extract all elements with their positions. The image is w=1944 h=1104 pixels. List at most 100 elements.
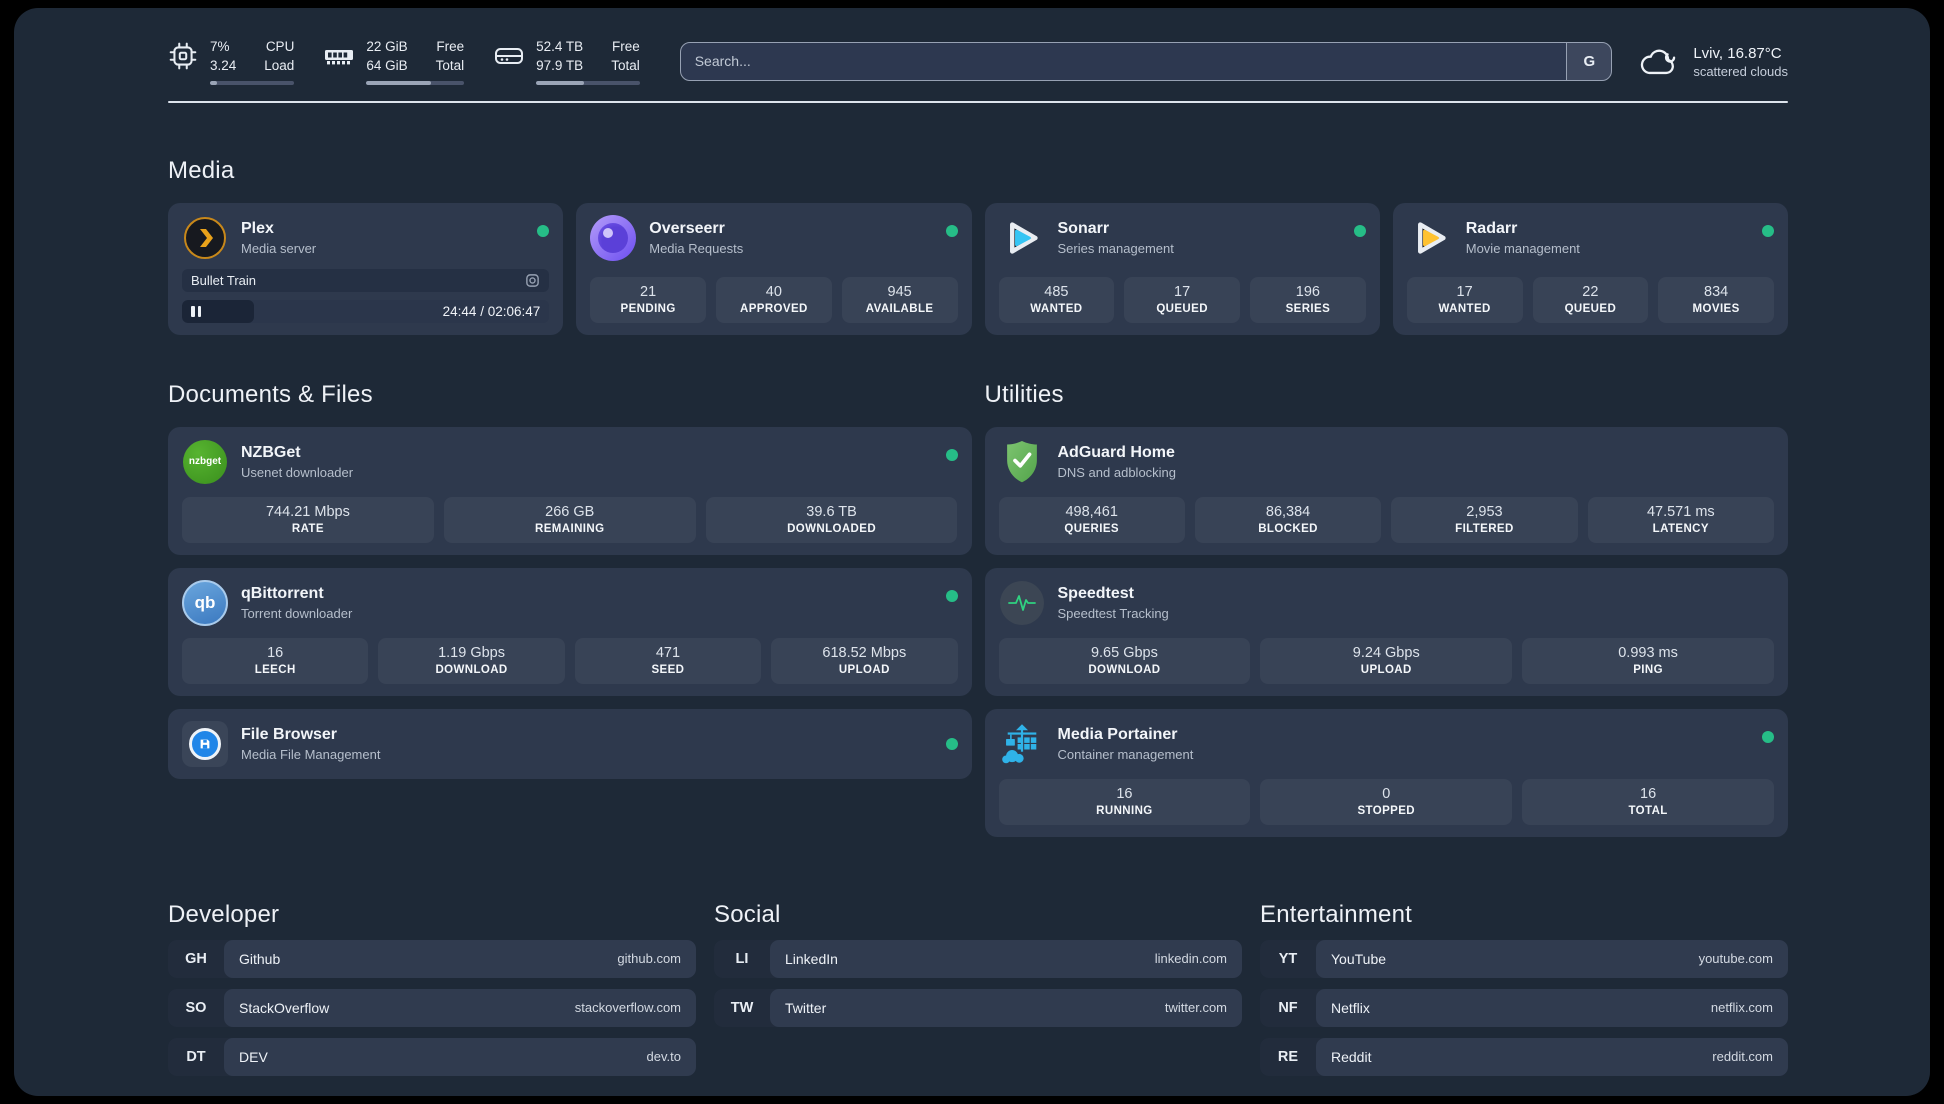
stat-wanted: 17 WANTED <box>1406 276 1523 323</box>
section-entertainment: Entertainment YT YouTube youtube.com NF … <box>1260 901 1788 1076</box>
app-card-file-browser[interactable]: File Browser Media File Management <box>168 708 972 779</box>
link-row-stackoverflow[interactable]: SO StackOverflow stackoverflow.com <box>168 988 696 1027</box>
stat-queued: 22 QUEUED <box>1532 276 1649 323</box>
app-card-nzbget[interactable]: nzbget NZBGet Usenet downloader 744.21 M… <box>168 426 972 555</box>
link-initials: TW <box>730 999 754 1016</box>
app-card-overseerr[interactable]: Overseerr Media Requests 21 PENDING 40 APP… <box>576 202 972 335</box>
link-row-youtube[interactable]: YT YouTube youtube.com <box>1260 939 1788 978</box>
app-card-radarr[interactable]: Radarr Movie management 17 WANTED 22 QUEUE… <box>1392 202 1788 335</box>
status-indicator-online <box>1762 730 1774 743</box>
link-row-linkedin[interactable]: LI LinkedIn linkedin.com <box>714 939 1242 978</box>
stat-downloaded: 39.6 TB DOWNLOADED <box>705 496 958 543</box>
app-name: Sonarr <box>1057 220 1110 238</box>
pause-icon[interactable] <box>191 305 201 317</box>
nzbget-icon: nzbget <box>182 439 228 485</box>
section-developer: Developer GH Github github.com SO StackO… <box>168 901 696 1076</box>
link-row-twitter[interactable]: TW Twitter twitter.com <box>714 988 1242 1027</box>
link-name: Reddit <box>1331 1048 1372 1065</box>
memory-progress-fill <box>366 80 431 85</box>
link-row-dev[interactable]: DT DEV dev.to <box>168 1037 696 1076</box>
app-card-speedtest[interactable]: Speedtest Speedtest Tracking 9.65 Gbps DO… <box>984 567 1788 696</box>
storage-stat-widget: 52.4 TB 97.9 TB Free Total <box>494 38 640 85</box>
link-url: github.com <box>617 951 681 967</box>
app-description: Movie management <box>1465 241 1580 257</box>
app-description: Container management <box>1057 747 1194 763</box>
storage-icon <box>495 48 524 64</box>
stat-download: 1.19 Gbps DOWNLOAD <box>378 637 565 684</box>
storage-free-value: 52.4 TB <box>536 39 584 54</box>
cpu-progress-bar <box>210 80 295 85</box>
section-utilities: Utilities AdGuard Home DNS and adblockin… <box>984 381 1788 837</box>
stat-latency: 47.571 ms LATENCY <box>1587 496 1774 543</box>
header-divider <box>168 100 1788 103</box>
memory-icon <box>325 50 354 65</box>
memory-total-label: Total <box>435 57 465 73</box>
stat-rate: 744.21 Mbps RATE <box>182 496 434 543</box>
link-row-github[interactable]: GH Github github.com <box>168 939 696 978</box>
search-bar: G <box>679 41 1613 81</box>
stat-available: 945 AVAILABLE <box>841 276 958 323</box>
stat-blocked: 86,384 BLOCKED <box>1194 496 1382 543</box>
stat-movies: 834 MOVIES <box>1658 276 1774 323</box>
adguard-icon <box>999 439 1045 485</box>
link-url: linkedin.com <box>1154 951 1227 967</box>
link-url: stackoverflow.com <box>574 1000 681 1016</box>
app-name: Radarr <box>1465 220 1518 238</box>
cloud-icon <box>1641 49 1676 74</box>
link-url: netflix.com <box>1710 1000 1773 1016</box>
storage-progress-bar <box>536 80 640 85</box>
link-name: StackOverflow <box>239 999 330 1016</box>
search-engine-button[interactable]: G <box>1566 42 1612 80</box>
section-title-media: Media <box>168 156 235 184</box>
storage-total-value: 97.9 TB <box>536 57 584 73</box>
memory-free-value: 22 GiB <box>366 39 408 54</box>
link-name: Netflix <box>1331 999 1370 1016</box>
storage-free-label: Free <box>611 39 640 54</box>
top-bar: 7% 3.24 CPU Load <box>168 38 1788 85</box>
stat-running: 16 RUNNING <box>998 778 1251 825</box>
link-initials: SO <box>185 999 207 1016</box>
app-card-qbittorrent[interactable]: qb qBittorrent Torrent downloader 16 LEEC… <box>168 567 972 696</box>
link-name: YouTube <box>1331 950 1387 967</box>
cpu-load-value: 3.24 <box>210 57 237 73</box>
file-browser-icon <box>182 720 228 767</box>
app-card-adguard-home[interactable]: AdGuard Home DNS and adblocking 498,461 Q… <box>984 426 1788 555</box>
status-indicator-online <box>1762 224 1774 237</box>
link-url: twitter.com <box>1164 1000 1227 1016</box>
dashboard-page: 7% 3.24 CPU Load <box>14 8 1930 1096</box>
stat-stopped: 0 STOPPED <box>1260 778 1513 825</box>
stat-remaining: 266 GB REMAINING <box>443 496 696 543</box>
app-name: Overseerr <box>649 220 725 238</box>
link-row-netflix[interactable]: NF Netflix netflix.com <box>1260 988 1788 1027</box>
storage-total-label: Total <box>611 57 640 73</box>
link-initials: GH <box>185 950 207 967</box>
session-device-icon <box>525 273 540 288</box>
app-name: File Browser <box>241 726 338 744</box>
stat-pending: 21 PENDING <box>590 276 706 323</box>
search-input[interactable] <box>680 53 1567 70</box>
app-description: Torrent downloader <box>241 606 353 622</box>
overseerr-icon <box>590 214 637 261</box>
link-initials: NF <box>1278 999 1298 1016</box>
link-initials: LI <box>735 950 749 967</box>
app-name: AdGuard Home <box>1057 444 1175 462</box>
link-url: youtube.com <box>1698 951 1773 967</box>
app-card-sonarr[interactable]: Sonarr Series management 485 WANTED 17 QUE… <box>984 202 1380 335</box>
link-name: Github <box>239 950 281 967</box>
app-card-plex[interactable]: Plex Media server Bullet Train <box>168 202 564 335</box>
status-indicator-online <box>945 224 958 237</box>
app-description: Media server <box>241 241 317 257</box>
speedtest-icon <box>999 580 1045 626</box>
app-name: qBittorrent <box>241 585 324 603</box>
storage-progress-fill <box>536 80 584 85</box>
stat-wanted: 485 WANTED <box>998 276 1115 323</box>
qbittorrent-icon: qb <box>182 579 228 626</box>
stat-leech: 16 LEECH <box>182 637 369 684</box>
playback-time: 24:44 / 02:06:47 <box>442 303 541 319</box>
link-row-reddit[interactable]: RE Reddit reddit.com <box>1260 1037 1788 1076</box>
link-url: reddit.com <box>1712 1049 1773 1065</box>
stat-upload: 9.24 Gbps UPLOAD <box>1260 637 1513 684</box>
now-playing-title: Bullet Train <box>191 272 257 288</box>
app-card-media-portainer[interactable]: Media Portainer Container management 16 R… <box>984 708 1788 837</box>
memory-progress-bar <box>366 80 465 85</box>
